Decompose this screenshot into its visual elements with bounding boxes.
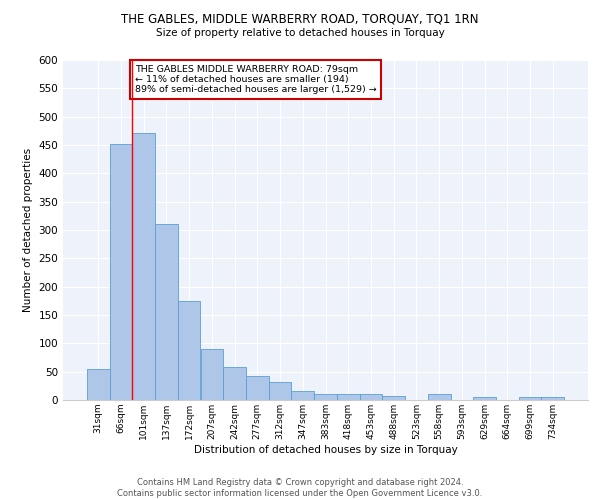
Bar: [428, 394, 451, 400]
Bar: [200, 349, 223, 400]
Bar: [314, 394, 337, 400]
Bar: [359, 394, 382, 400]
Bar: [133, 132, 155, 400]
Bar: [155, 224, 178, 400]
Bar: [269, 382, 292, 400]
Text: THE GABLES MIDDLE WARBERRY ROAD: 79sqm
← 11% of detached houses are smaller (194: THE GABLES MIDDLE WARBERRY ROAD: 79sqm ←…: [134, 64, 376, 94]
Y-axis label: Number of detached properties: Number of detached properties: [23, 148, 33, 312]
Text: Size of property relative to detached houses in Torquay: Size of property relative to detached ho…: [155, 28, 445, 38]
Bar: [223, 366, 246, 400]
Bar: [87, 370, 110, 400]
Bar: [473, 397, 496, 400]
Bar: [337, 394, 359, 400]
Text: THE GABLES, MIDDLE WARBERRY ROAD, TORQUAY, TQ1 1RN: THE GABLES, MIDDLE WARBERRY ROAD, TORQUA…: [121, 12, 479, 26]
X-axis label: Distribution of detached houses by size in Torquay: Distribution of detached houses by size …: [194, 444, 457, 454]
Bar: [292, 391, 314, 400]
Bar: [518, 397, 541, 400]
Bar: [110, 144, 133, 400]
Bar: [178, 301, 200, 400]
Text: Contains HM Land Registry data © Crown copyright and database right 2024.
Contai: Contains HM Land Registry data © Crown c…: [118, 478, 482, 498]
Bar: [541, 397, 564, 400]
Bar: [246, 376, 269, 400]
Bar: [382, 396, 405, 400]
